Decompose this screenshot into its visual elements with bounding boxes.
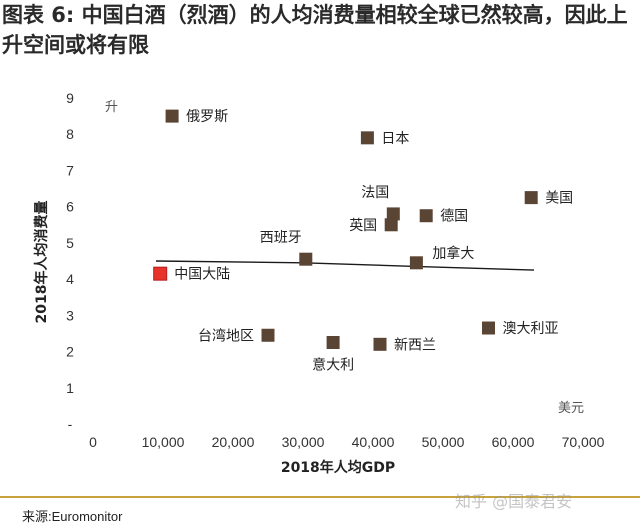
y-tick-label: 4 (66, 271, 74, 287)
data-point (386, 207, 400, 221)
data-point (419, 209, 433, 223)
data-point (153, 266, 168, 281)
x-tick-label: 10,000 (142, 434, 185, 450)
y-tick-label: 2 (66, 344, 74, 360)
y-axis: - 1 2 3 4 5 6 7 8 9 (66, 90, 74, 432)
point-label: 法国 (361, 185, 389, 201)
x-axis-title: 2018年人均GDP (281, 459, 395, 476)
y-unit-label: 升 (105, 100, 118, 115)
data-point (299, 252, 313, 266)
y-axis-title: 2018年人均消费量 (33, 201, 50, 324)
source-note: 来源:Euromonitor (22, 509, 123, 524)
x-tick-label: 20,000 (212, 434, 255, 450)
y-tick-label: 5 (66, 235, 74, 251)
data-point (409, 256, 423, 270)
y-tick-label: 3 (66, 307, 74, 323)
point-label: 俄罗斯 (186, 109, 228, 125)
point-label: 加拿大 (432, 245, 474, 262)
y-tick-label: 7 (66, 162, 74, 178)
x-tick-label: 40,000 (352, 434, 395, 450)
x-axis: 0 10,000 20,000 30,000 40,000 50,000 60,000 70,… (89, 434, 605, 450)
y-tick-label: 1 (66, 380, 74, 396)
point-label: 西班牙 (260, 230, 302, 246)
x-unit-label: 美元 (558, 401, 584, 416)
data-point (482, 321, 495, 335)
point-label: 新西兰 (394, 337, 436, 353)
data-point (373, 337, 387, 351)
point-label: 台湾地区 (198, 327, 254, 344)
point-label: 德国 (440, 209, 468, 225)
y-tick-label: 9 (66, 90, 74, 106)
y-tick-label: 6 (66, 199, 74, 215)
chart-title: 图表 6: 中国白酒（烈酒）的人均消费量相较全球已然较高，因此上升空间或将有限 (2, 3, 628, 57)
x-tick-label: 60,000 (492, 434, 535, 450)
y-tick-label: - (68, 416, 73, 432)
point-label: 澳大利亚 (503, 321, 559, 337)
watermark: 知乎 @国泰君安 (455, 492, 573, 511)
x-tick-label: 70,000 (562, 434, 605, 450)
data-point (384, 218, 398, 232)
data-point (326, 336, 340, 349)
data-point (261, 328, 275, 342)
x-tick-label: 30,000 (282, 434, 325, 450)
data-point (165, 109, 179, 123)
data-point (360, 131, 374, 145)
x-tick-label: 50,000 (422, 434, 465, 450)
trend-line-path (155, 260, 535, 271)
point-label: 中国大陆 (174, 267, 230, 283)
point-label: 意大利 (312, 357, 354, 374)
point-label: 英国 (349, 217, 377, 234)
point-label: 日本 (381, 131, 409, 147)
trend-line (155, 260, 535, 271)
point-label: 美国 (545, 191, 573, 207)
y-tick-label: 8 (66, 126, 74, 142)
footer-divider (0, 496, 640, 498)
x-tick-label: 0 (89, 434, 97, 450)
data-point (524, 191, 538, 205)
